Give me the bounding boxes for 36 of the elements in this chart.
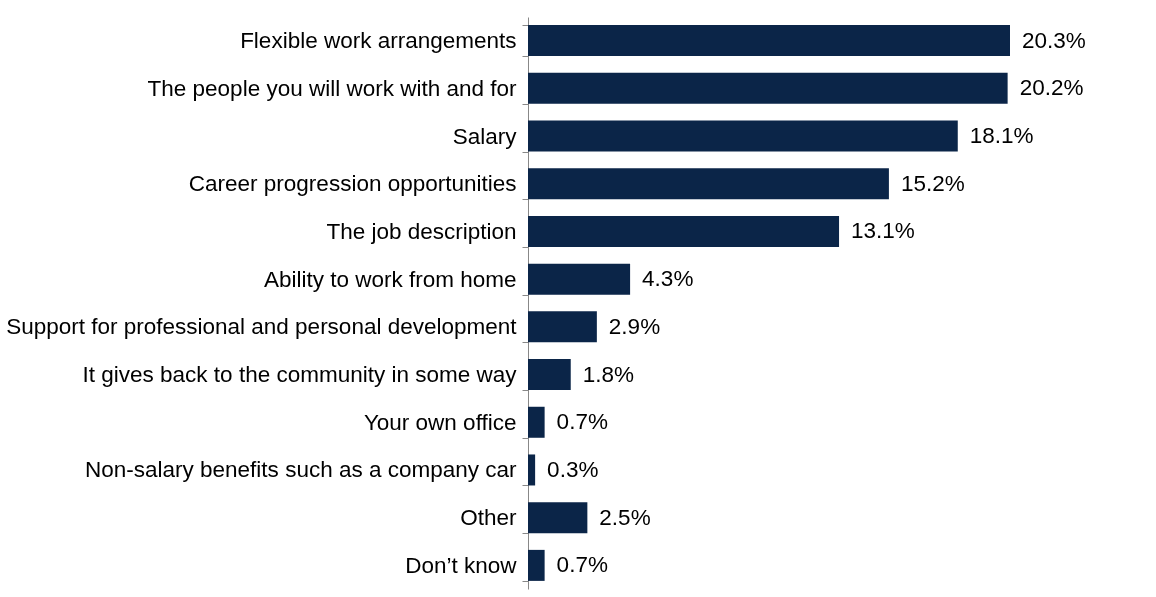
bar bbox=[528, 120, 958, 152]
bar bbox=[528, 311, 597, 343]
bar bbox=[528, 215, 840, 247]
data-label: 0.3% bbox=[547, 456, 599, 482]
data-label: 0.7% bbox=[556, 409, 608, 435]
bar bbox=[528, 25, 1010, 57]
data-label: 1.8% bbox=[582, 361, 635, 387]
data-label: 2.9% bbox=[608, 313, 661, 339]
y-tick-label: Your own office bbox=[363, 409, 517, 435]
y-tick-label: Non-salary benefits such as a company car bbox=[85, 457, 517, 483]
y-tick-label: Don’t know bbox=[405, 552, 518, 578]
bar bbox=[528, 406, 545, 438]
y-tick-label: Ability to work from home bbox=[263, 266, 517, 292]
y-tick-label: Other bbox=[460, 505, 517, 531]
data-label: 15.2% bbox=[900, 170, 965, 196]
data-label: 2.5% bbox=[599, 504, 651, 530]
y-tick-label: The people you will work with and for bbox=[147, 75, 517, 101]
data-label: 0.7% bbox=[556, 552, 608, 578]
data-label: 20.2% bbox=[1019, 75, 1084, 101]
bar bbox=[528, 454, 536, 486]
bar bbox=[528, 359, 571, 391]
y-tick-label: Flexible work arrangements bbox=[240, 28, 517, 54]
y-tick-label: Support for professional and personal development bbox=[6, 314, 518, 340]
y-tick-label: Career progression opportunities bbox=[188, 171, 517, 197]
y-tick-label: The job description bbox=[326, 218, 517, 244]
bar bbox=[528, 168, 889, 200]
y-tick-label: Salary bbox=[452, 123, 518, 149]
y-tick-label: It gives back to the community in some way bbox=[82, 362, 518, 388]
data-label: 20.3% bbox=[1022, 27, 1086, 53]
data-label: 4.3% bbox=[642, 266, 694, 292]
bar bbox=[528, 72, 1008, 104]
bar bbox=[528, 263, 631, 295]
data-label: 18.1% bbox=[969, 123, 1034, 149]
bar bbox=[528, 502, 588, 534]
bar bbox=[528, 549, 545, 581]
data-label: 13.1% bbox=[851, 218, 915, 244]
